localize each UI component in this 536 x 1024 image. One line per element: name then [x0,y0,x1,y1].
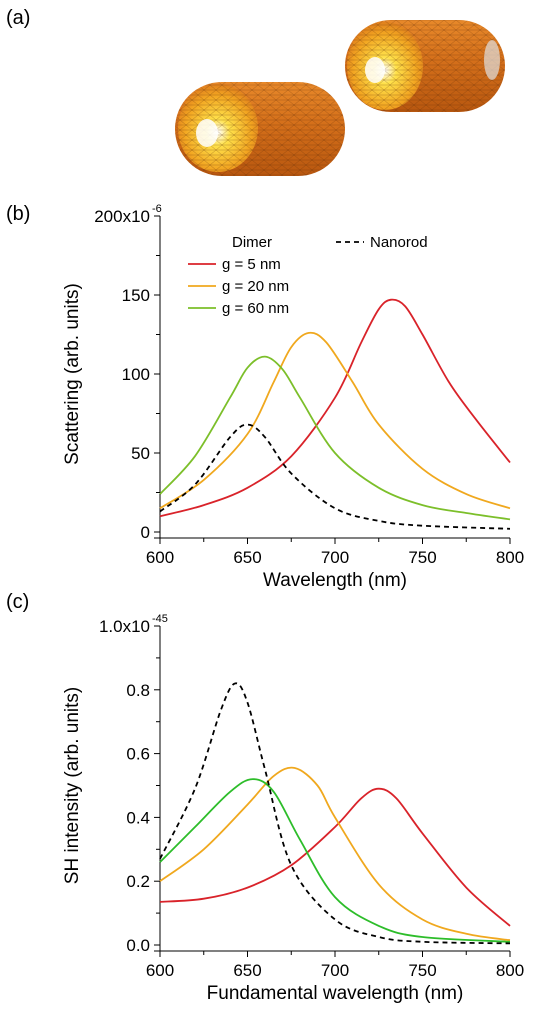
chart-c-y-exponent: -45 [152,613,168,625]
chart-b-series-line-3 [159,355,511,521]
panel-label-c: (c) [6,591,29,613]
chart-c-series-line-4 [159,682,511,945]
chart-c-x-tick-label: 800 [496,961,524,980]
chart-c-series-line-3 [159,778,511,943]
chart-b-y-tick-label: 50 [131,444,150,463]
right-nanorod [345,20,505,112]
chart-c-x-tick-label: 600 [146,961,174,980]
chart-b-x-axis-title: Wavelength (nm) [263,570,407,591]
chart-b-y-tick-label: 200x10 [94,207,150,226]
chart-c-y-tick-label: 0.0 [126,936,150,955]
chart-b-x-tick-label: 600 [146,548,174,567]
chart-b-y-tick-label: 150 [122,286,150,305]
chart-b-legend-label: g = 5 nm [222,256,281,273]
chart-c-x-tick-label: 650 [233,961,261,980]
chart-b-x-tick-label: 750 [408,548,436,567]
chart-c-y-tick-label: 1.0x10 [99,617,150,636]
panel-label-a: (a) [6,7,30,29]
chart-c-y-tick-label: 0.8 [126,681,150,700]
chart-c-series-line-2 [159,766,511,942]
chart-b-y-exponent: -6 [152,203,162,215]
chart-c-series-line-1 [159,787,511,927]
chart-b-y-axis-title: Scattering (arb. units) [62,283,83,465]
chart-b-series-line-4 [159,423,511,530]
chart-b-legend-label: g = 20 nm [222,278,289,295]
chart-b-y-tick-label: 0 [141,523,150,542]
chart-c-x-tick-label: 700 [321,961,349,980]
chart-c-x-axis-title: Fundamental wavelength (nm) [207,983,464,1004]
chart-b-x-tick-label: 800 [496,548,524,567]
chart-c-y-axis-title: SH intensity (arb. units) [62,687,83,884]
chart-b-x-tick-label: 650 [233,548,261,567]
chart-c-x-tick-label: 750 [408,961,436,980]
chart-b-series-line-2 [159,331,511,510]
chart-c-y-tick-label: 0.4 [126,808,150,827]
chart-scattering: 600 650 700 750 800 0 50 100 150 200x10 -6 Waveleng… [62,203,524,591]
left-nanorod [175,82,345,176]
chart-b-x-tick-label: 700 [321,548,349,567]
chart-sh-intensity: 600 650 700 750 800 0.0 0.2 0.4 0.6 0.8 1.0x10 -45 F… [62,613,524,1004]
chart-b-legend-label: Nanorod [370,234,428,251]
chart-b-series-line-1 [159,298,511,518]
chart-c-y-tick-label: 0.2 [126,872,150,891]
nanorod-dimer-illustration [175,20,505,176]
chart-b-legend-title: Dimer [232,234,272,251]
chart-c-y-tick-label: 0.6 [126,745,150,764]
chart-b-y-tick-label: 100 [122,365,150,384]
chart-b-legend-label: g = 60 nm [222,300,289,317]
panel-label-b: (b) [6,203,30,225]
